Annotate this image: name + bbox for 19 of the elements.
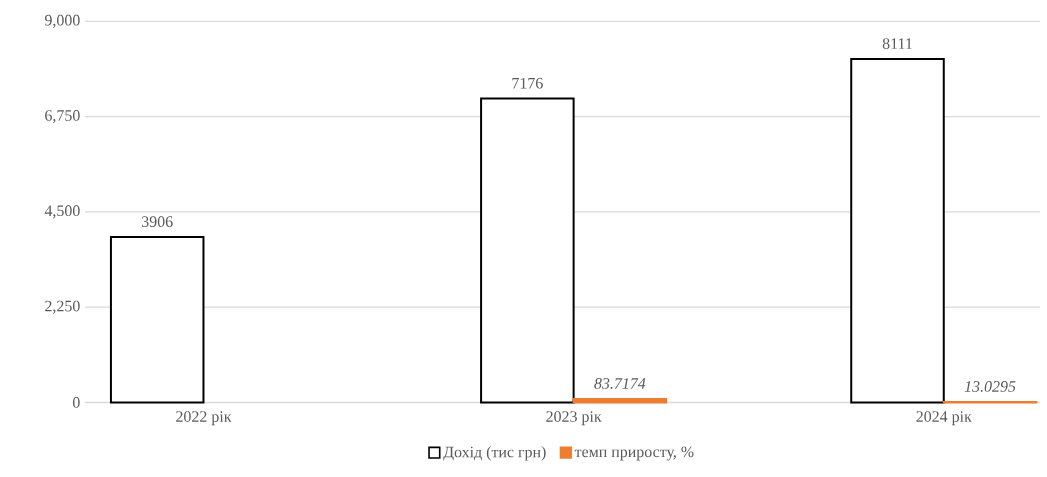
data-label: 8111 (882, 37, 912, 49)
bar (480, 97, 575, 404)
legend-label: темп приросту, % (574, 446, 694, 461)
y-tick-label: 2,250 (45, 300, 80, 314)
bar (109, 235, 205, 404)
data-label: 13.0295 (964, 380, 1016, 392)
y-tick-label: 6,750 (45, 109, 80, 123)
legend-label: Дохід (тис грн) (443, 445, 546, 461)
bar (572, 397, 668, 404)
x-tick-label: 2022 рік (176, 410, 232, 425)
y-tick-label: 0 (72, 396, 80, 408)
y-tick-label: 9,000 (44, 14, 80, 28)
x-tick-label: 2023 рік (546, 410, 602, 425)
x-tick-label: 2024 рік (916, 410, 972, 425)
y-tick-label: 4,500 (44, 205, 80, 219)
data-label: 83.7174 (594, 377, 646, 389)
data-label: 7176 (512, 77, 543, 89)
data-label: 3906 (142, 216, 173, 227)
bar (850, 57, 945, 404)
